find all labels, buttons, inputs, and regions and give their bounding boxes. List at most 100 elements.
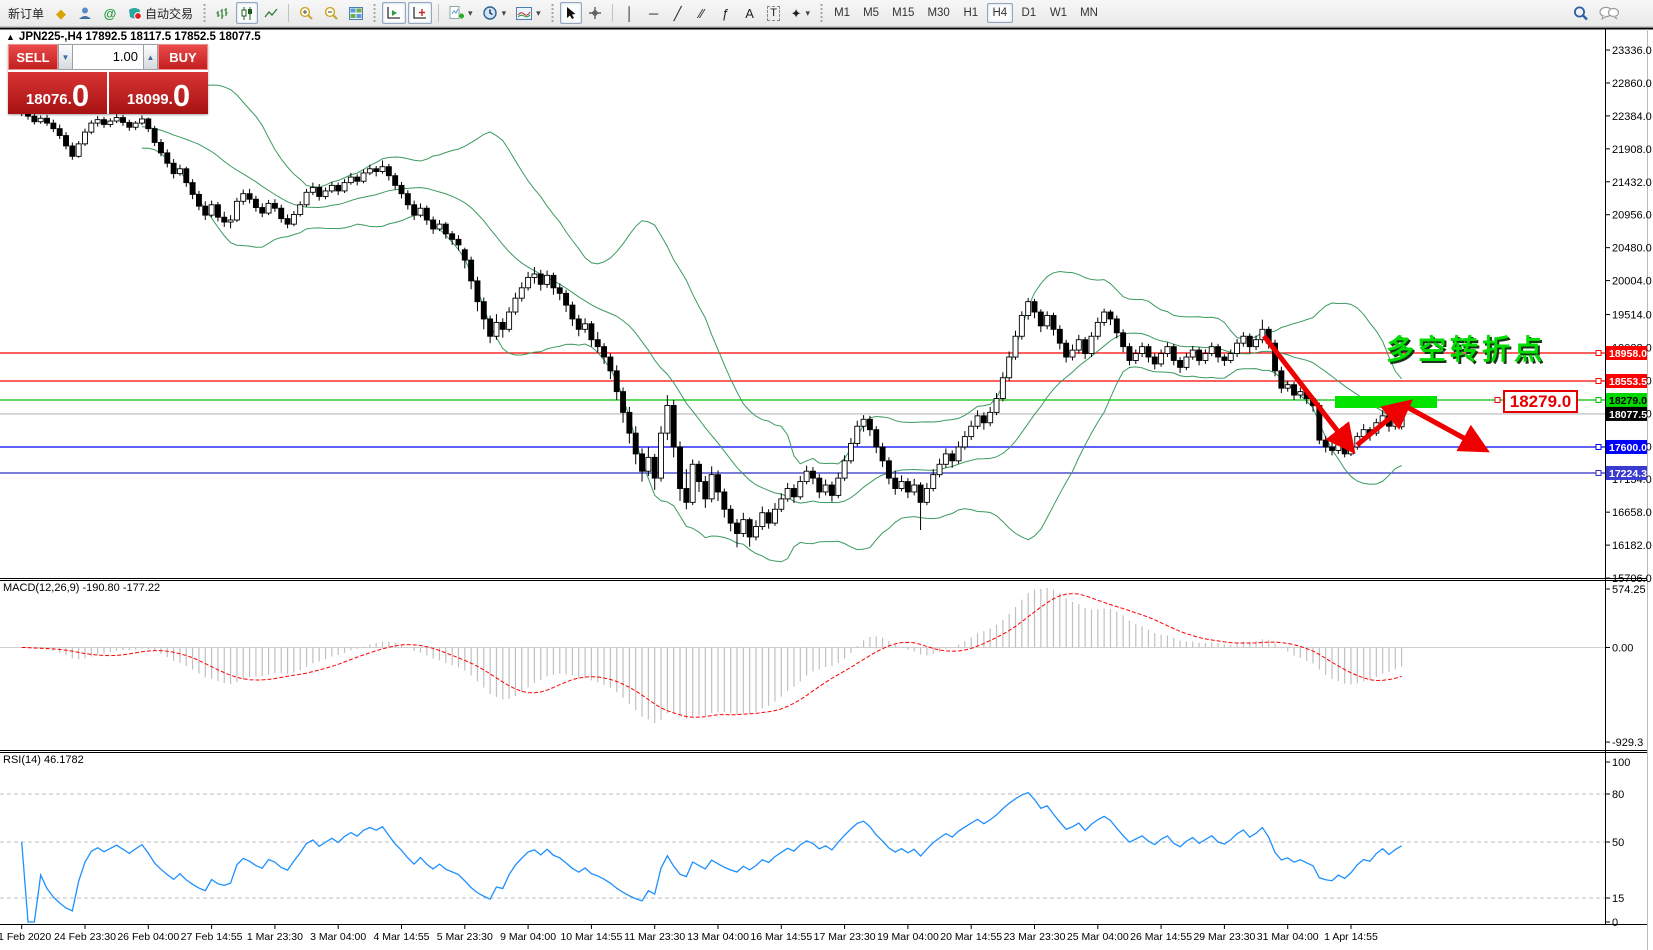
toolbar-grip [372, 4, 378, 22]
arrows-tool-button[interactable]: ✦ ▾ [787, 2, 814, 24]
timeframe-m15[interactable]: M15 [887, 3, 919, 23]
cursor-button[interactable] [559, 2, 582, 24]
sell-quote[interactable]: 18076. 0 [8, 72, 107, 114]
price-tag [1606, 406, 1647, 421]
annotation-price-label[interactable]: 18279.0 [1503, 390, 1578, 413]
profile-button[interactable] [74, 2, 97, 24]
toolbar-grip [819, 4, 825, 22]
text-label-icon: T [767, 5, 780, 21]
indicators-icon [449, 5, 465, 19]
volume-decrease-button[interactable]: ▼ [58, 44, 73, 70]
bar-chart-button[interactable] [212, 2, 234, 24]
tile-windows-button[interactable] [345, 2, 367, 24]
buy-button[interactable]: BUY [158, 44, 208, 70]
svg-text:100: 100 [1612, 757, 1630, 769]
timeframe-h1[interactable]: H1 [958, 3, 984, 23]
timeframe-h4[interactable]: H4 [986, 3, 1013, 23]
macd-label: MACD(12,26,9) -190.80 -177.22 [3, 582, 161, 594]
toolbar-separator [438, 4, 440, 22]
zoom-out-button[interactable] [320, 2, 343, 24]
svg-text:20 Mar 14:55: 20 Mar 14:55 [940, 931, 1002, 943]
svg-text:15: 15 [1612, 893, 1624, 905]
svg-text:21908.0: 21908.0 [1612, 144, 1652, 156]
timeframe-m30[interactable]: M30 [922, 3, 954, 23]
zoom-in-button[interactable] [295, 2, 318, 24]
autotrading-label: 自动交易 [145, 6, 194, 21]
channel-icon: ∕∕ [699, 5, 704, 21]
price-tag [1606, 439, 1647, 454]
svg-text:11 Mar 23:30: 11 Mar 23:30 [624, 931, 685, 943]
community-chat-button[interactable] [1595, 2, 1623, 24]
annotation-arrow [1355, 399, 1413, 447]
buy-quote[interactable]: 18099. 0 [109, 72, 208, 114]
new-order-button[interactable]: 新订单 [4, 2, 48, 24]
autotrading-button[interactable]: 自动交易 [123, 2, 197, 24]
timeframe-mn[interactable]: MN [1075, 3, 1103, 23]
auto-scroll-icon [387, 7, 401, 19]
chart-shift-button[interactable] [408, 2, 433, 24]
periods-button[interactable]: ▾ [479, 2, 511, 24]
svg-text:26 Mar 14:55: 26 Mar 14:55 [1130, 931, 1192, 943]
svg-text:22384.0: 22384.0 [1612, 111, 1652, 123]
vertical-line-icon: │ [625, 5, 634, 21]
crosshair-icon [588, 7, 601, 19]
text-label-button[interactable]: T [763, 2, 785, 24]
timeframe-m5[interactable]: M5 [858, 3, 884, 23]
svg-text:16658.0: 16658.0 [1612, 507, 1652, 519]
volume-increase-button[interactable]: ▲ [143, 44, 158, 70]
text-tool-button[interactable]: A [739, 2, 761, 24]
bar-chart-icon [216, 7, 228, 19]
svg-text:18958.0: 18958.0 [1609, 348, 1647, 360]
metaeditor-button[interactable]: ◆ [50, 2, 72, 24]
svg-text:16182.0: 16182.0 [1612, 540, 1652, 552]
annotation-note-text[interactable]: 多空转折点 [1386, 334, 1547, 365]
trade-panel-top-row: SELL ▼ 1.00 ▲ BUY [8, 44, 208, 70]
svg-text:4 Mar 14:55: 4 Mar 14:55 [373, 931, 429, 943]
arrows-tool-icon: ✦ [790, 5, 802, 21]
templates-button[interactable]: ▾ [512, 2, 545, 24]
auto-scroll-button[interactable] [382, 2, 407, 24]
timeframe-m1[interactable]: M1 [829, 3, 855, 23]
svg-text:574.25: 574.25 [1612, 584, 1646, 596]
svg-text:24 Feb 23:30: 24 Feb 23:30 [54, 931, 116, 943]
expert-advisors-button[interactable]: @ [99, 2, 121, 24]
svg-text:5 Mar 23:30: 5 Mar 23:30 [437, 931, 493, 943]
price-tag [1606, 465, 1647, 480]
svg-text:10 Mar 14:55: 10 Mar 14:55 [560, 931, 622, 943]
volume-input[interactable]: 1.00 [73, 44, 143, 70]
level-handle [1595, 377, 1602, 384]
horizontal-line-icon: ─ [649, 5, 659, 21]
svg-text:21 Feb 2020: 21 Feb 2020 [0, 931, 51, 943]
search-button[interactable] [1569, 2, 1593, 24]
svg-text:22860.0: 22860.0 [1612, 78, 1652, 90]
price-tag [1606, 373, 1647, 388]
timeframe-d1[interactable]: D1 [1016, 3, 1042, 23]
symbol-title-text: JPN225-,H4 17892.5 18117.5 17852.5 18077… [18, 31, 261, 43]
svg-text:15706.0: 15706.0 [1612, 573, 1652, 585]
dropdown-arrow-icon: ▾ [468, 7, 473, 18]
fibonacci-button[interactable]: ƒ [715, 2, 737, 24]
crosshair-button[interactable] [584, 2, 606, 24]
horizontal-line-button[interactable]: ─ [643, 2, 665, 24]
svg-text:13 Mar 04:00: 13 Mar 04:00 [687, 931, 749, 943]
svg-text:50: 50 [1612, 837, 1624, 849]
indicators-button[interactable]: ▾ [445, 2, 477, 24]
svg-text:20480.0: 20480.0 [1612, 243, 1652, 255]
annotation-label-anchor [1494, 396, 1501, 403]
vertical-line-button[interactable]: │ [619, 2, 641, 24]
channel-button[interactable]: ∕∕ [691, 2, 713, 24]
candlestick-chart-button[interactable] [236, 2, 259, 24]
dropdown-arrow-icon: ▾ [501, 7, 507, 18]
line-chart-button[interactable] [260, 2, 282, 24]
svg-text:80: 80 [1612, 789, 1624, 801]
timeframe-w1[interactable]: W1 [1045, 3, 1072, 23]
sell-price-pips: 0 [71, 78, 90, 113]
sell-button[interactable]: SELL [8, 44, 58, 70]
svg-text:17224.3: 17224.3 [1609, 468, 1647, 480]
level-handle [1595, 350, 1602, 356]
collapse-arrow-icon[interactable]: ▲ [6, 32, 15, 42]
trendline-button[interactable]: ╱ [667, 2, 689, 24]
